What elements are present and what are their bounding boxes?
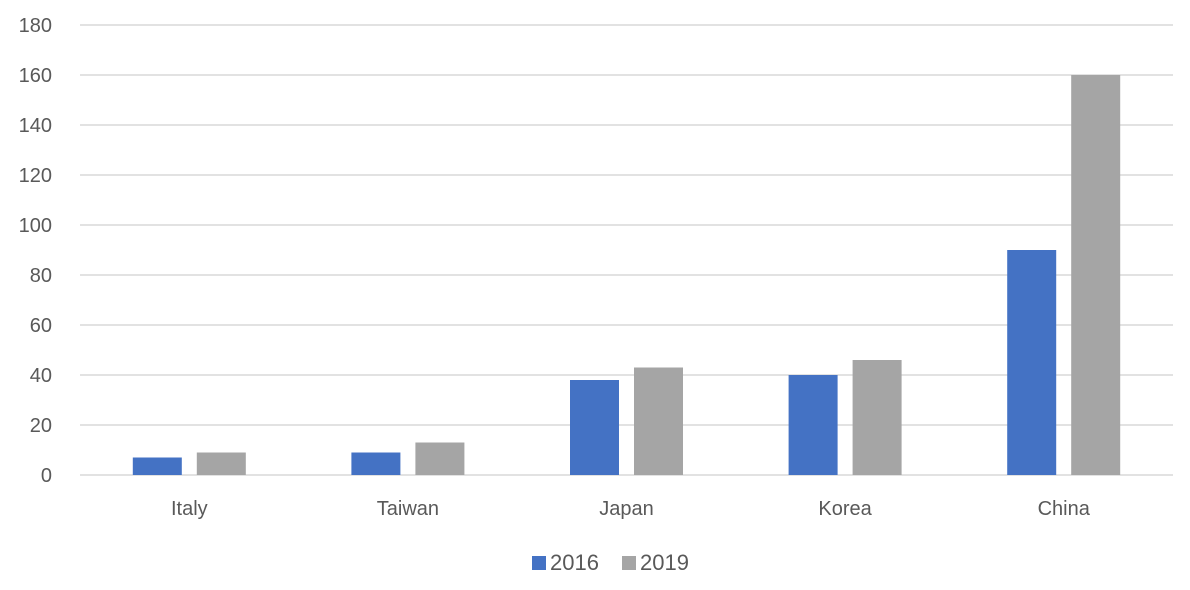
x-category-label: Italy [171,498,208,520]
x-category-label: Japan [599,498,654,520]
x-category-label: China [1038,498,1091,520]
y-axis-tick-labels: 0 20 40 60 80 100 120 140 160 180 [19,15,52,487]
bar-2019-taiwan [415,442,465,475]
bar-2016-taiwan [351,452,401,475]
x-category-label: Taiwan [377,498,439,520]
bar-2019-korea [852,360,902,475]
y-tick-label: 100 [19,215,52,237]
legend-swatch [532,556,546,570]
legend-item-2019: 2019 [622,550,689,575]
bar-2019-china [1071,75,1121,475]
legend-item-2016: 2016 [532,550,599,575]
y-tick-label: 60 [30,315,52,337]
legend-label: 2019 [640,550,689,575]
legend: 2016 2019 [532,550,689,575]
legend-label: 2016 [550,550,599,575]
y-tick-label: 0 [41,465,52,487]
x-axis-category-labels: Italy Taiwan Japan Korea China [171,498,1091,520]
bar-2016-korea [788,375,838,475]
bar-2019-japan [634,367,683,475]
bar-2016-china [1007,250,1057,475]
bar-2016-italy [132,457,182,475]
y-tick-label: 140 [19,115,52,137]
bar-2016-japan [570,380,619,475]
y-tick-label: 160 [19,65,52,87]
y-tick-label: 80 [30,265,52,287]
y-tick-label: 20 [30,415,52,437]
gridlines [80,24,1173,476]
bars [132,75,1121,475]
y-tick-label: 120 [19,165,52,187]
y-tick-label: 180 [19,15,52,37]
bar-2019-italy [196,452,246,475]
legend-swatch [622,556,636,570]
x-category-label: Korea [818,498,872,520]
y-tick-label: 40 [30,365,52,387]
